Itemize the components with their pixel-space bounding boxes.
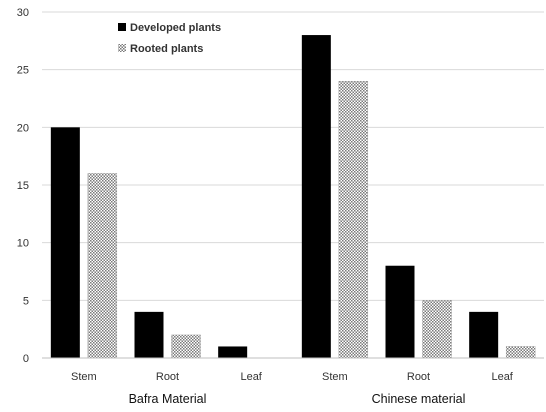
bar-rooted-plants	[171, 334, 201, 359]
y-tick-label: 20	[17, 122, 29, 134]
x-category-label: Stem	[322, 371, 348, 383]
y-tick-label: 10	[17, 238, 29, 250]
legend-label: Developed plants	[130, 22, 221, 34]
y-tick-label: 30	[17, 7, 29, 19]
x-axis-group-labels: Bafra Material Chinese material	[129, 392, 466, 406]
x-category-label: Stem	[71, 371, 97, 383]
bar-developed-plants	[301, 35, 331, 359]
bar-rooted-plants	[422, 300, 452, 359]
bar-developed-plants	[385, 265, 415, 358]
bars	[50, 35, 536, 359]
gridlines	[42, 11, 544, 301]
x-category-label: Leaf	[491, 371, 513, 383]
y-tick-label: 0	[23, 353, 29, 365]
bar-developed-plants	[469, 311, 499, 358]
x-group-label: Bafra Material	[129, 392, 207, 406]
bar-rooted-plants	[87, 173, 118, 359]
legend: Developed plants Rooted plants	[118, 22, 221, 55]
bar-rooted-plants	[505, 346, 536, 359]
y-tick-label: 25	[17, 65, 29, 77]
x-category-label: Root	[407, 371, 430, 383]
bar-developed-plants	[134, 311, 164, 358]
x-axis-category-labels: Stem Root Leaf Stem Root Leaf	[71, 371, 514, 383]
x-category-label: Leaf	[240, 371, 262, 383]
bar-rooted-plants	[338, 80, 369, 359]
bar-developed-plants	[50, 127, 80, 358]
y-axis-tick-labels: 0 5 10 15 20 25 30	[17, 7, 29, 365]
y-tick-label: 15	[17, 180, 29, 192]
bar-developed-plants	[218, 346, 248, 358]
x-group-label: Chinese material	[372, 392, 466, 406]
legend-swatch-rooted	[118, 44, 126, 52]
legend-swatch-developed	[118, 23, 126, 31]
x-category-label: Root	[156, 371, 179, 383]
legend-label: Rooted plants	[130, 43, 203, 55]
y-tick-label: 5	[23, 295, 29, 307]
